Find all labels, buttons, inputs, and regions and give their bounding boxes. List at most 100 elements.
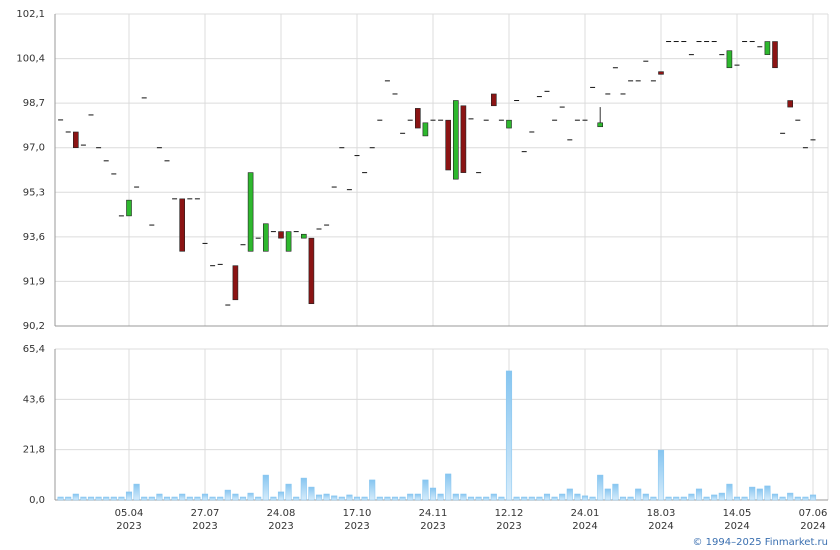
candle-body [460,105,467,173]
y-tick-label: 65,4 [23,344,45,355]
candle-body [597,122,604,128]
candle-body [452,100,459,180]
volume-bar [437,493,444,501]
volume-bar [293,496,300,501]
volume-bar [475,496,482,501]
candle-body [232,265,239,301]
volume-bar [353,496,361,501]
volume-bar [718,492,725,501]
volume-bar [505,370,513,501]
candle-body [126,199,132,217]
x-tick-label: 27.07 [191,508,220,519]
volume-bar [95,496,102,501]
volume-bar [794,496,801,501]
volume-bar [103,496,110,501]
candle-body [445,119,452,171]
candle-body [787,100,794,108]
volume-bar [429,487,437,501]
candle-body [308,237,315,305]
x-tick-label: 24.01 [571,508,600,519]
x-tick-year: 2023 [192,521,217,532]
volume-bar [802,496,809,501]
candle-body [300,233,307,239]
volume-bar [551,496,558,501]
volume-bar [467,496,475,501]
candle-body [764,41,771,55]
volume-bar [80,496,87,501]
volume-bar [771,493,779,501]
volume-bar [657,449,665,501]
volume-bar [741,496,748,501]
candle-body [414,108,421,129]
candle-body [285,231,292,252]
volume-bar [536,496,543,501]
volume-bar [156,493,163,501]
volume-bar [422,479,429,501]
candle-body [247,172,254,252]
volume-bar [224,489,231,501]
volume-bar [756,488,763,501]
y-tick-label: 90,2 [23,321,45,332]
volume-bar [270,496,277,501]
volume-bar [209,496,216,501]
footer: © 1994–2025 Finmarket.ru [692,537,828,548]
candle-body [726,50,733,69]
volume-bar [513,496,520,501]
y-tick-label: 102,1 [16,9,45,20]
y-tick-label: 98,7 [23,98,45,109]
volume-bar [376,496,383,501]
volume-bar [559,493,566,501]
y-tick-label: 93,6 [23,232,45,243]
volume-bar [665,496,672,501]
volume-bar [726,483,733,501]
volume-bar [597,474,604,501]
x-tick-year: 2024 [648,521,673,532]
volume-bar [749,486,756,501]
volume-bar [277,491,285,501]
candle-body [658,71,664,75]
volume-bar [612,483,619,501]
candle-body [490,93,497,107]
volume-bar [673,496,680,501]
volume-bar [787,492,794,501]
volume-bar [361,496,368,501]
volume-bar [528,496,535,501]
candle-body [73,131,79,149]
volume-bar [498,496,505,501]
volume-bar [490,493,497,501]
y-tick-label: 97,0 [23,143,45,154]
volume-bar [57,496,64,501]
volume-bar [543,493,551,501]
x-tick-label: 24.08 [267,508,296,519]
volume-bar [414,493,421,501]
volume-bar [460,493,467,501]
volume-bar [87,496,95,501]
volume-bar [407,493,414,501]
y-tick-label: 91,9 [23,276,45,287]
volume-bar [642,493,649,501]
volume-bar [315,494,323,501]
volume-bar [574,493,581,501]
candle-body [506,119,512,129]
volume-bar [125,491,133,501]
volume-bar [171,496,178,501]
candle-body [772,41,778,69]
volume-bar [384,496,391,501]
volume-bar [201,493,209,501]
x-tick-label: 12.12 [495,508,524,519]
volume-bar [635,488,642,501]
volume-bar [680,496,687,501]
candle-body [278,231,284,239]
volume-bar [619,496,627,501]
x-tick-year: 2023 [268,521,293,532]
volume-bar [779,496,786,501]
x-tick-label: 05.04 [115,508,144,519]
volume-bar [521,496,528,501]
x-tick-label: 07.06 [799,508,828,519]
volume-bar [133,483,140,501]
volume-bar [566,488,573,501]
volume-bar [809,494,817,501]
x-tick-label: 14.05 [723,508,752,519]
volume-bar [262,474,269,501]
